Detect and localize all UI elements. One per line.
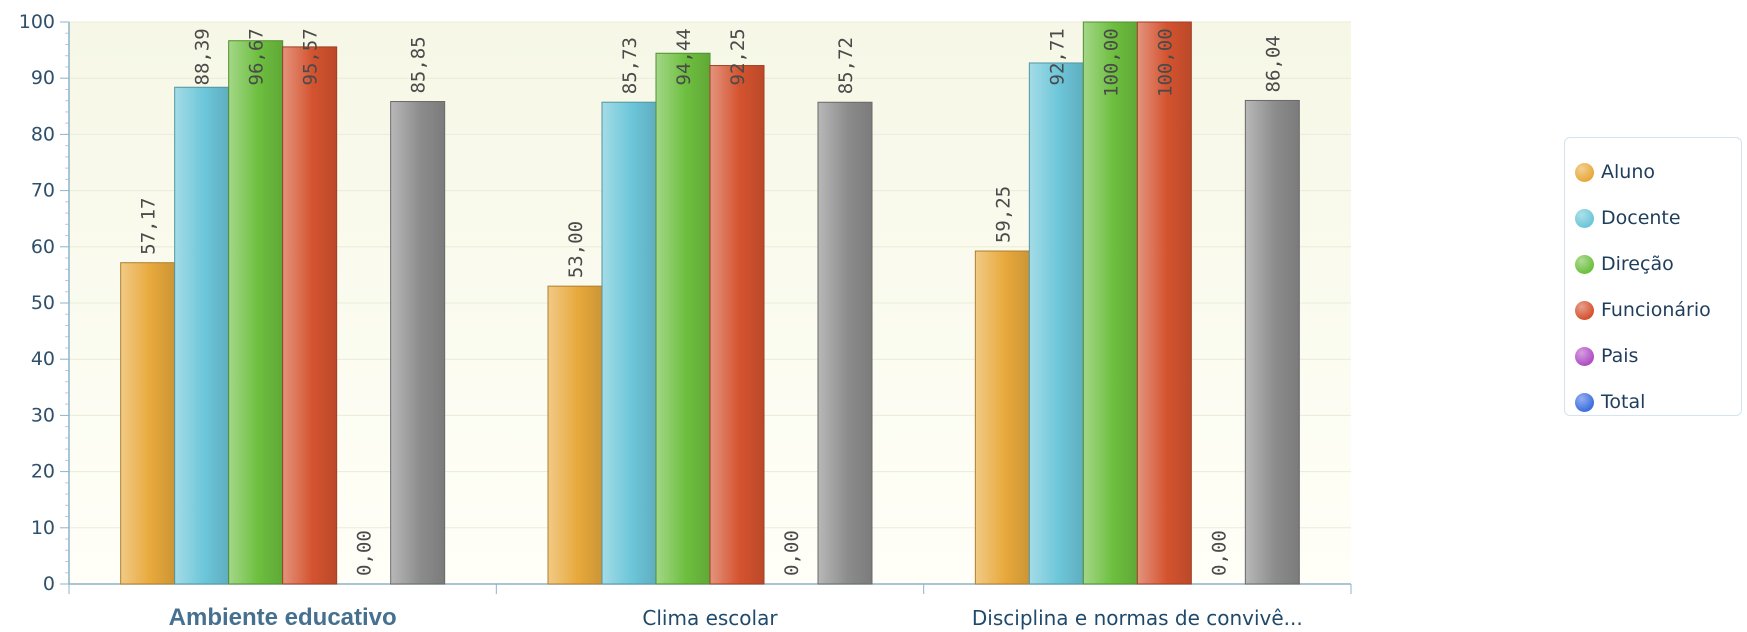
- bar-docente-1: [601, 101, 657, 585]
- legend-label: Total: [1601, 391, 1646, 413]
- bar-funcionário-1: [709, 65, 765, 585]
- legend-label: Docente: [1601, 207, 1681, 229]
- legend-swatch: [1575, 208, 1594, 228]
- bar-docente-0: [174, 86, 230, 585]
- bar-total-2: [1244, 99, 1300, 585]
- legend-label: Pais: [1601, 345, 1639, 367]
- bar-direção-1: [655, 52, 711, 585]
- bar-funcionário-0: [282, 46, 338, 585]
- bars: [120, 21, 1300, 585]
- legend-item-pais[interactable]: Pais: [1565, 333, 1741, 379]
- y-tick-label: 40: [31, 348, 55, 370]
- bar-total-0: [390, 101, 446, 585]
- data-label: 0,00: [354, 530, 376, 576]
- bar-direção-0: [228, 40, 284, 585]
- data-label: 100,00: [1100, 28, 1122, 97]
- legend-swatch: [1575, 300, 1594, 320]
- legend-swatch: [1575, 254, 1594, 274]
- data-label: 85,73: [619, 37, 641, 94]
- bar-docente-2: [1028, 62, 1084, 585]
- data-label: 0,00: [1208, 530, 1230, 576]
- legend-item-funcionário[interactable]: Funcionário: [1565, 287, 1741, 333]
- data-label: 0,00: [781, 530, 803, 576]
- y-tick-label: 50: [31, 292, 55, 314]
- legend-label: Direção: [1601, 253, 1674, 275]
- x-tick-label: Ambiente educativo: [169, 604, 397, 631]
- y-tick-label: 60: [31, 236, 55, 258]
- y-tick-label: 10: [31, 517, 55, 539]
- legend-item-aluno[interactable]: Aluno: [1565, 149, 1741, 195]
- y-tick-label: 90: [31, 67, 55, 89]
- data-label: 94,44: [673, 28, 695, 85]
- legend-swatch: [1575, 392, 1594, 412]
- legend-item-total[interactable]: Total: [1565, 379, 1741, 425]
- y-tick-label: 30: [31, 404, 55, 426]
- data-label: 57,17: [138, 198, 160, 255]
- legend-label: Aluno: [1601, 161, 1655, 183]
- legend-label: Funcionário: [1601, 299, 1711, 321]
- y-tick-label: 20: [31, 461, 55, 483]
- legend-item-docente[interactable]: Docente: [1565, 195, 1741, 241]
- data-label: 92,25: [727, 28, 749, 85]
- y-tick-label: 100: [19, 11, 55, 33]
- y-tick-label: 80: [31, 123, 55, 145]
- bar-total-1: [817, 101, 873, 585]
- data-label: 86,04: [1262, 35, 1284, 92]
- legend-swatch: [1575, 346, 1594, 366]
- data-label: 85,85: [408, 36, 430, 93]
- legend-item-direção[interactable]: Direção: [1565, 241, 1741, 287]
- data-label: 92,71: [1046, 28, 1068, 85]
- data-label: 95,57: [300, 28, 322, 85]
- data-label: 53,00: [565, 221, 587, 278]
- data-label: 100,00: [1154, 28, 1176, 97]
- data-label: 59,25: [992, 186, 1014, 243]
- legend-swatch: [1575, 162, 1594, 182]
- bar-aluno-2: [974, 250, 1030, 585]
- data-label: 88,39: [192, 28, 214, 85]
- bar-aluno-1: [547, 285, 603, 585]
- data-label: 85,72: [835, 37, 857, 94]
- x-tick-label: Disciplina e normas de convivê...: [972, 606, 1303, 630]
- data-label: 96,67: [246, 28, 268, 85]
- y-tick-label: 0: [43, 573, 55, 595]
- bar-funcionário-2: [1136, 21, 1192, 585]
- bar-aluno-0: [120, 262, 176, 585]
- y-tick-label: 70: [31, 180, 55, 202]
- bar-direção-2: [1082, 21, 1138, 585]
- x-tick-label: Clima escolar: [642, 606, 778, 630]
- data-labels: 57,17 53,00 59,25 88,39 85,73 92,71 96,67 94,44…: [138, 28, 1285, 576]
- legend: Aluno Docente Direção Funcionário Pais Total: [1564, 137, 1742, 416]
